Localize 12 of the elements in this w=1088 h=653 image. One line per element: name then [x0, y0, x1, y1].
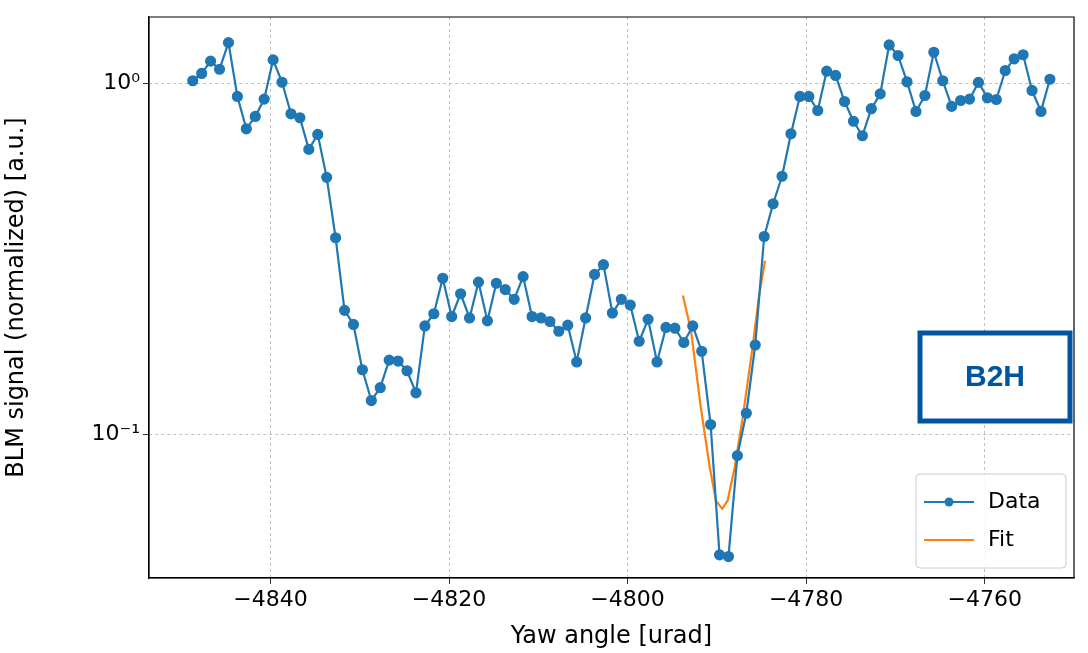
y-tick-label: 10⁰ — [103, 69, 141, 95]
x-axis-title: Yaw angle [urad] — [509, 620, 713, 649]
y-tick-label: 10⁻¹ — [91, 420, 140, 446]
annotation: B2H — [964, 359, 1026, 393]
x-tick-label: −4800 — [590, 585, 665, 611]
x-tick-label: −4760 — [947, 585, 1022, 611]
x-tick-label: −4820 — [411, 585, 487, 611]
legend-label: Fit — [988, 525, 1015, 551]
x-tick-label: −4780 — [768, 585, 844, 611]
x-tick-label: −4840 — [233, 585, 308, 611]
y-axis-title: BLM signal (normalized) [a.u.] — [0, 117, 29, 478]
legend-label: Data — [988, 487, 1041, 513]
